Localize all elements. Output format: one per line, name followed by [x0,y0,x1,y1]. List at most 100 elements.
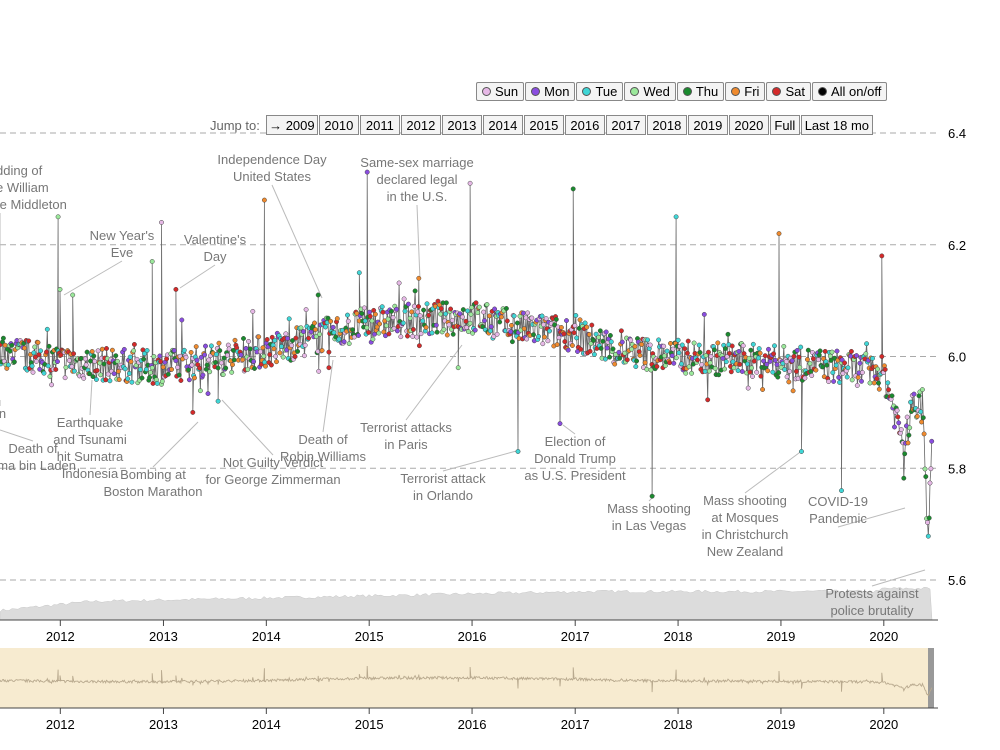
data-point[interactable] [444,332,450,338]
data-point[interactable] [497,319,503,325]
data-point[interactable] [217,348,223,354]
data-point[interactable] [679,361,684,367]
data-point[interactable] [529,315,535,321]
data-point[interactable] [699,362,705,368]
jump-button-2020[interactable]: 2020 [728,115,769,135]
data-point[interactable] [92,358,98,364]
data-point[interactable] [902,451,908,457]
data-point[interactable] [822,348,828,354]
data-point[interactable] [886,387,892,393]
legend-toggle-sun[interactable]: Sun [476,82,525,101]
data-point[interactable] [492,306,498,312]
data-point[interactable] [95,348,101,354]
data-point[interactable] [421,307,427,313]
data-point[interactable] [509,322,514,328]
data-point[interactable] [760,387,766,392]
data-point[interactable] [131,348,137,354]
data-point[interactable] [603,329,609,335]
data-point[interactable] [911,391,917,397]
data-point[interactable] [57,286,63,292]
data-point[interactable] [772,343,777,349]
data-point[interactable] [302,342,308,348]
data-point[interactable] [874,376,880,382]
data-point[interactable] [828,357,834,363]
data-point[interactable] [498,314,504,320]
data-point[interactable] [326,349,332,355]
data-point[interactable] [361,305,367,311]
data-point[interactable] [256,334,262,340]
data-point[interactable] [925,533,931,539]
data-point[interactable] [319,348,325,353]
data-point[interactable] [171,348,177,353]
data-point[interactable] [686,364,692,370]
data-point[interactable] [729,343,735,349]
data-point[interactable] [11,359,17,365]
data-point[interactable] [707,360,713,366]
data-point[interactable] [863,351,869,357]
data-point[interactable] [271,346,277,352]
data-point[interactable] [183,354,189,360]
data-point[interactable] [772,357,778,363]
data-point[interactable] [223,365,229,371]
data-point[interactable] [849,377,855,383]
data-point[interactable] [400,320,406,326]
data-point[interactable] [487,313,492,319]
data-point[interactable] [159,219,164,225]
data-point[interactable] [775,374,781,380]
legend-toggle-mon[interactable]: Mon [525,82,576,101]
data-point[interactable] [407,315,413,321]
data-point[interactable] [2,342,8,348]
data-point[interactable] [725,331,731,337]
data-point[interactable] [736,349,742,354]
data-point[interactable] [617,355,623,361]
data-point[interactable] [230,362,235,368]
data-point[interactable] [424,301,430,307]
data-point[interactable] [683,370,689,376]
data-point[interactable] [468,311,474,317]
data-point[interactable] [460,307,466,313]
data-point[interactable] [423,324,429,330]
data-point[interactable] [379,304,385,310]
data-point[interactable] [151,354,157,359]
data-point[interactable] [608,339,614,345]
data-point[interactable] [115,358,120,364]
data-point[interactable] [706,368,712,374]
data-point[interactable] [250,308,256,314]
data-point[interactable] [747,369,753,375]
data-point[interactable] [274,359,279,365]
data-point[interactable] [539,313,545,319]
data-point[interactable] [272,337,278,343]
data-point[interactable] [761,358,766,364]
data-point[interactable] [784,374,790,380]
data-point[interactable] [465,308,471,314]
data-point[interactable] [55,359,60,365]
data-point[interactable] [264,337,270,342]
data-point[interactable] [758,373,764,379]
data-point[interactable] [791,353,797,359]
data-point[interactable] [656,337,662,343]
data-point[interactable] [794,347,800,353]
data-point[interactable] [149,365,155,371]
data-point[interactable] [251,359,257,365]
jump-button-2012[interactable]: 2012 [400,115,441,135]
data-point[interactable] [879,253,885,259]
data-point[interactable] [647,342,653,348]
data-point[interactable] [774,362,780,368]
data-point[interactable] [125,376,131,382]
data-point[interactable] [612,361,618,367]
data-point[interactable] [703,353,709,358]
data-point[interactable] [813,367,819,373]
data-point[interactable] [37,366,43,372]
data-point[interactable] [192,375,197,381]
data-point[interactable] [215,365,221,371]
data-point[interactable] [460,314,465,320]
data-point[interactable] [190,409,196,415]
data-point[interactable] [565,347,571,353]
data-point[interactable] [70,292,76,298]
data-point[interactable] [283,331,289,337]
data-point[interactable] [914,413,920,419]
data-point[interactable] [341,339,347,345]
data-point[interactable] [684,350,690,356]
data-point[interactable] [664,348,670,354]
jump-button-2013[interactable]: 2013 [441,115,482,135]
